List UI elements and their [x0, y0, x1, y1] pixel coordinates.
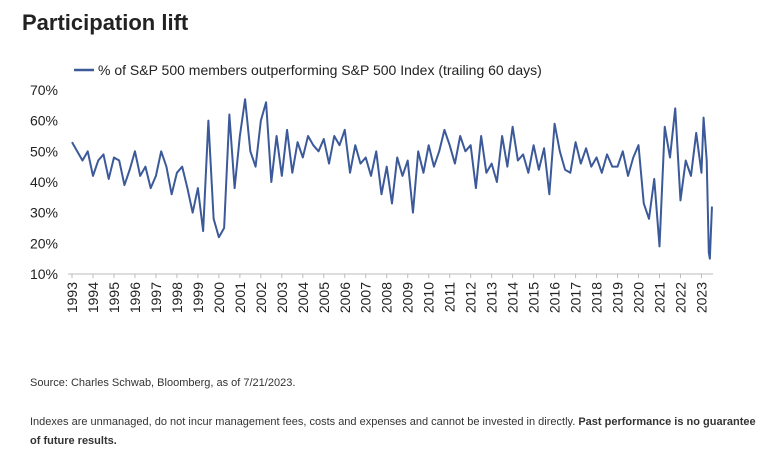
- x-tick-label: 2003: [274, 282, 290, 313]
- x-tick-label: 2014: [505, 282, 521, 313]
- y-tick-label: 40%: [30, 174, 58, 190]
- x-tick-label: 1995: [106, 282, 122, 313]
- x-tick-label: 1997: [148, 282, 164, 313]
- x-tick-label: 2010: [421, 282, 437, 313]
- x-tick-label: 1998: [169, 282, 185, 313]
- y-tick-label: 10%: [30, 266, 58, 282]
- x-tick-label: 2020: [631, 282, 647, 313]
- x-tick-label: 1999: [190, 282, 206, 313]
- x-tick-label: 2018: [589, 282, 605, 313]
- chart-title: Participation lift: [22, 10, 189, 35]
- x-tick-label: 2023: [693, 282, 709, 313]
- x-tick-label: 2005: [316, 282, 332, 313]
- x-tick-label: 2001: [232, 282, 248, 313]
- x-tick-label: 2002: [253, 282, 269, 313]
- y-tick-label: 50%: [30, 143, 58, 159]
- disclaimer-text: Indexes are unmanaged, do not incur mana…: [30, 416, 579, 428]
- x-tick-label: 2000: [211, 282, 227, 313]
- x-tick-label: 2016: [547, 282, 563, 313]
- y-tick-label: 70%: [30, 82, 58, 98]
- x-tick-label: 1993: [64, 282, 80, 313]
- x-tick-label: 2004: [295, 282, 311, 313]
- x-tick-label: 2012: [463, 282, 479, 313]
- x-tick-label: 2013: [484, 282, 500, 313]
- chart: % of S&P 500 members outperforming S&P 5…: [30, 62, 713, 313]
- x-tick-label: 2021: [651, 282, 667, 313]
- x-tick-label: 2019: [610, 282, 626, 313]
- x-tick-label: 2006: [337, 282, 353, 313]
- x-tick-label: 2022: [672, 282, 688, 313]
- x-tick-label: 2009: [400, 282, 416, 313]
- y-tick-label: 60%: [30, 113, 58, 129]
- x-tick-label: 2007: [358, 282, 374, 313]
- disclaimer: Indexes are unmanaged, do not incur mana…: [30, 413, 760, 451]
- x-tick-label: 2017: [568, 282, 584, 313]
- disclaimer-bold: Past performance is no guarantee of futu…: [30, 416, 756, 447]
- y-tick-label: 30%: [30, 205, 58, 221]
- x-tick-label: 2015: [526, 282, 542, 313]
- x-tick-label: 1994: [85, 282, 101, 313]
- legend-label: % of S&P 500 members outperforming S&P 5…: [98, 62, 542, 78]
- y-tick-label: 20%: [30, 235, 58, 251]
- x-tick-label: 2011: [442, 282, 458, 312]
- source-note: Source: Charles Schwab, Bloomberg, as of…: [30, 377, 296, 389]
- x-tick-label: 1996: [127, 282, 143, 313]
- series-line: [71, 98, 713, 260]
- x-tick-label: 2008: [379, 282, 395, 313]
